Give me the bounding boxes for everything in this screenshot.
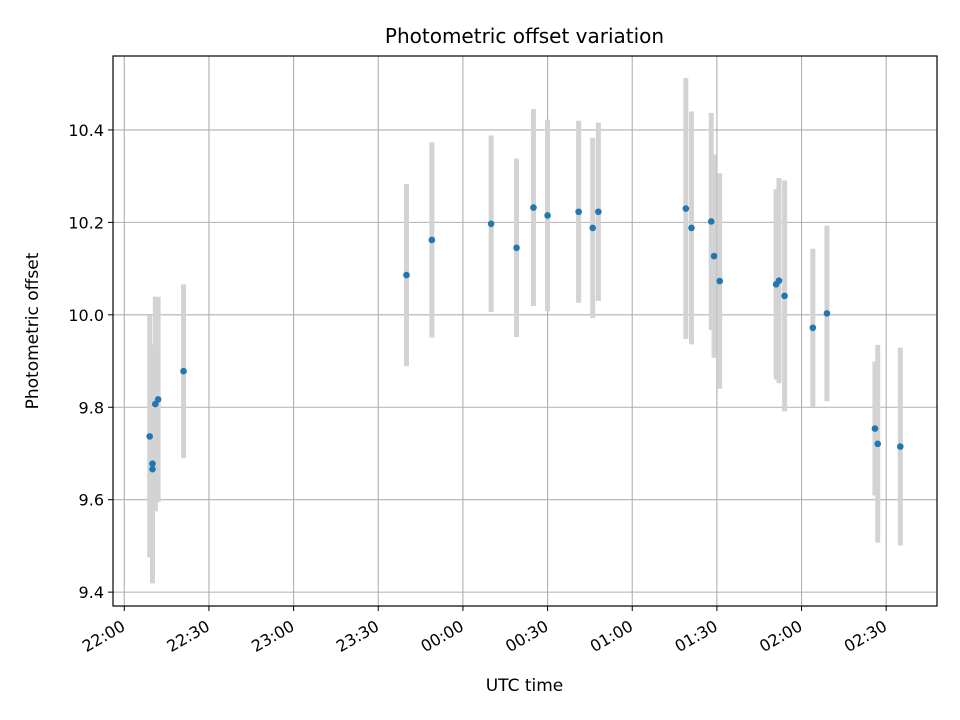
data-point [682,205,690,212]
data-point [544,212,551,219]
y-tick-label: 10.0 [68,306,104,325]
y-tick-label: 10.2 [68,213,104,232]
data-point [149,460,156,467]
data-point [809,324,817,332]
plot-frame [112,55,938,607]
data-point [589,224,597,232]
data-point [403,271,410,279]
data-point [775,277,783,284]
data-points [146,204,904,473]
y-axis-ticks: 9.4 9.6 9.8 10.0 10.2 10.4 [68,121,113,602]
data-point [716,277,724,285]
data-point [781,292,788,300]
data-point [149,465,156,473]
data-point [710,252,718,260]
data-point [707,218,715,225]
y-tick-label: 10.4 [68,121,104,140]
data-point [154,396,162,403]
data-point [874,440,882,448]
data-point [180,367,187,375]
y-tick-label: 9.8 [79,398,104,417]
data-point [530,204,537,211]
data-point [823,310,831,317]
data-point [146,433,153,440]
chart-title: Photometric offset variation [385,24,664,48]
data-point [688,224,695,232]
data-point [871,425,879,432]
x-axis-label: UTC time [486,676,564,696]
data-point [513,244,520,252]
y-tick-label: 9.6 [79,491,104,510]
y-axis-label: Photometric offset [23,252,43,409]
y-tick-label: 9.4 [79,583,104,602]
data-point [487,220,495,228]
data-point [575,208,582,216]
data-point [897,443,904,450]
data-point [428,236,436,244]
data-point [595,208,602,216]
